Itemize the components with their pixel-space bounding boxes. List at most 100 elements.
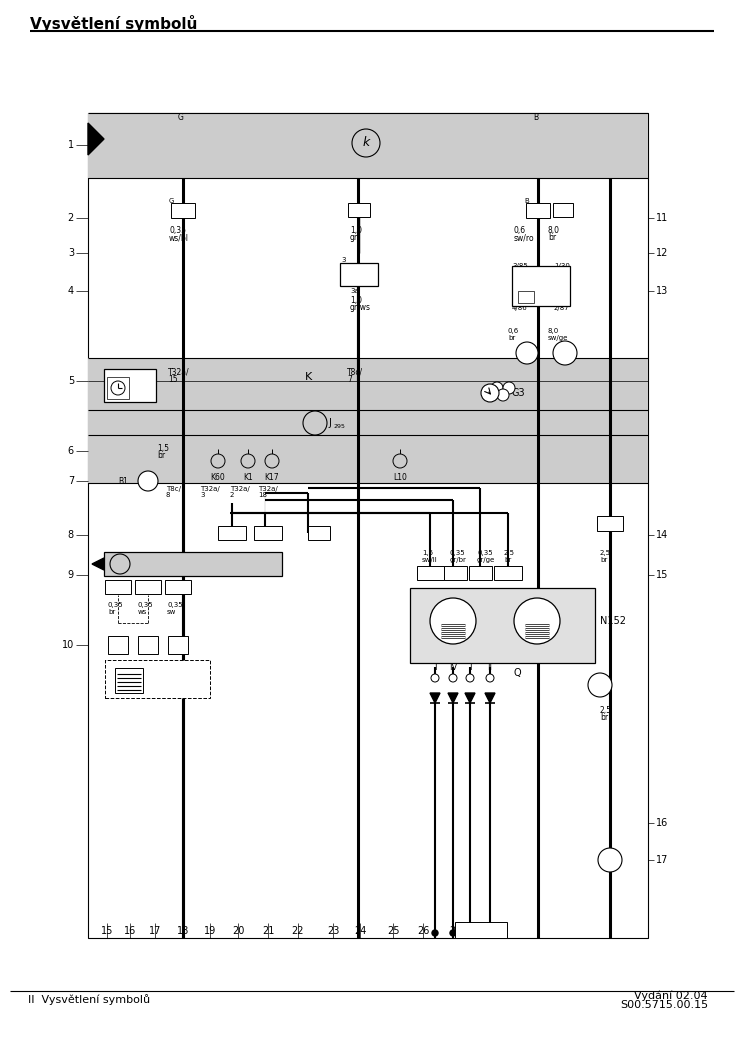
Text: br: br [108, 609, 115, 615]
Text: 2: 2 [68, 213, 74, 223]
Text: 7: 7 [608, 524, 612, 530]
Text: 2: 2 [230, 492, 234, 498]
Text: 101: 101 [112, 588, 125, 594]
Text: T40a/: T40a/ [168, 581, 188, 587]
Text: 0,35: 0,35 [477, 550, 493, 556]
Bar [88, 358, 648, 410]
Text: II  Vysvětlení symbolů: II Vysvětlení symbolů [28, 994, 150, 1006]
Text: A0: A0 [522, 350, 532, 356]
Text: J59: J59 [548, 281, 564, 291]
Text: sw/II: sw/II [422, 557, 437, 563]
Text: I: I [434, 662, 436, 672]
Text: B1: B1 [144, 478, 153, 484]
Bar [417, 567, 443, 580]
Text: K: K [305, 372, 312, 382]
Text: IV: IV [449, 662, 457, 672]
Text: br: br [600, 713, 608, 721]
Text: T3k/: T3k/ [111, 639, 125, 644]
Text: G: G [169, 198, 174, 204]
Text: S00.5715.00.15: S00.5715.00.15 [620, 1000, 708, 1010]
Polygon shape [465, 693, 475, 703]
Bar [105, 580, 131, 594]
Text: k: k [118, 559, 123, 569]
Text: 23: 23 [327, 926, 339, 936]
Text: 75: 75 [314, 529, 324, 537]
Text: 0,35: 0,35 [450, 550, 466, 556]
Text: 31: 31 [504, 574, 513, 580]
Text: 8: 8 [166, 492, 170, 498]
Text: 15: 15 [656, 570, 668, 580]
Text: 7: 7 [68, 476, 74, 486]
Text: sw: sw [167, 609, 176, 615]
Text: 1,5: 1,5 [157, 443, 169, 453]
Circle shape [449, 674, 457, 682]
Bar [469, 567, 492, 580]
Polygon shape [88, 123, 104, 155]
Text: 3/85: 3/85 [512, 263, 527, 269]
Circle shape [486, 674, 494, 682]
Circle shape [303, 411, 327, 435]
Bar [88, 113, 648, 938]
Text: k: k [450, 616, 456, 625]
Circle shape [352, 130, 380, 157]
Text: T3k/: T3k/ [141, 639, 155, 644]
Text: 6: 6 [536, 211, 540, 217]
Text: J381: J381 [138, 559, 158, 569]
Text: 1: 1 [146, 648, 150, 653]
Text: 0,35: 0,35 [108, 602, 124, 608]
Text: J: J [328, 418, 331, 428]
Text: 10: 10 [62, 640, 74, 650]
Text: 16: 16 [426, 574, 434, 580]
Circle shape [487, 930, 493, 936]
Circle shape [503, 382, 515, 394]
Bar [340, 263, 378, 286]
Text: sw/ro: sw/ro [514, 234, 535, 242]
Text: 16: 16 [656, 818, 668, 828]
Text: Vysvětlení symbolů: Vysvětlení symbolů [30, 15, 197, 32]
Text: 2,5: 2,5 [504, 550, 515, 556]
Text: 19: 19 [204, 926, 216, 936]
Text: 1,0: 1,0 [350, 296, 362, 304]
Text: T8c/: T8c/ [166, 486, 181, 492]
Circle shape [241, 454, 255, 468]
Text: T32a/: T32a/ [258, 486, 278, 492]
Text: 0,35: 0,35 [138, 602, 153, 608]
Bar [455, 922, 507, 938]
Text: II: II [487, 662, 493, 672]
Text: T10d/: T10d/ [600, 517, 620, 523]
Text: 1,0: 1,0 [350, 226, 362, 236]
Bar [518, 291, 534, 303]
Text: T40a/: T40a/ [259, 529, 277, 534]
Text: 4: 4 [68, 286, 74, 296]
Text: SB3: SB3 [349, 269, 369, 278]
Text: G61: G61 [175, 675, 195, 686]
Text: 2/87: 2/87 [554, 305, 570, 311]
Text: 26: 26 [417, 926, 429, 936]
Circle shape [432, 930, 438, 936]
Circle shape [450, 930, 456, 936]
Text: G3: G3 [512, 388, 525, 398]
Text: br: br [157, 451, 165, 459]
Text: 0,6: 0,6 [514, 226, 526, 236]
Bar [410, 588, 595, 663]
Circle shape [110, 554, 130, 574]
Text: B: B [533, 114, 539, 122]
Text: A34: A34 [558, 350, 572, 356]
Bar [168, 636, 188, 654]
Text: 17: 17 [149, 926, 161, 936]
Text: 5: 5 [68, 376, 74, 386]
Text: ws: ws [138, 609, 147, 615]
Text: 1,5: 1,5 [422, 550, 433, 556]
Bar [171, 202, 195, 218]
Bar [108, 636, 128, 654]
Bar [443, 567, 466, 580]
Text: 0,35: 0,35 [167, 602, 182, 608]
Text: B1: B1 [118, 477, 128, 485]
Text: 17: 17 [656, 855, 668, 865]
Circle shape [393, 454, 407, 468]
Bar [138, 636, 158, 654]
Bar [348, 203, 370, 217]
Text: 3a: 3a [350, 289, 359, 294]
Text: G: G [178, 114, 184, 122]
Text: 3: 3 [68, 249, 74, 258]
